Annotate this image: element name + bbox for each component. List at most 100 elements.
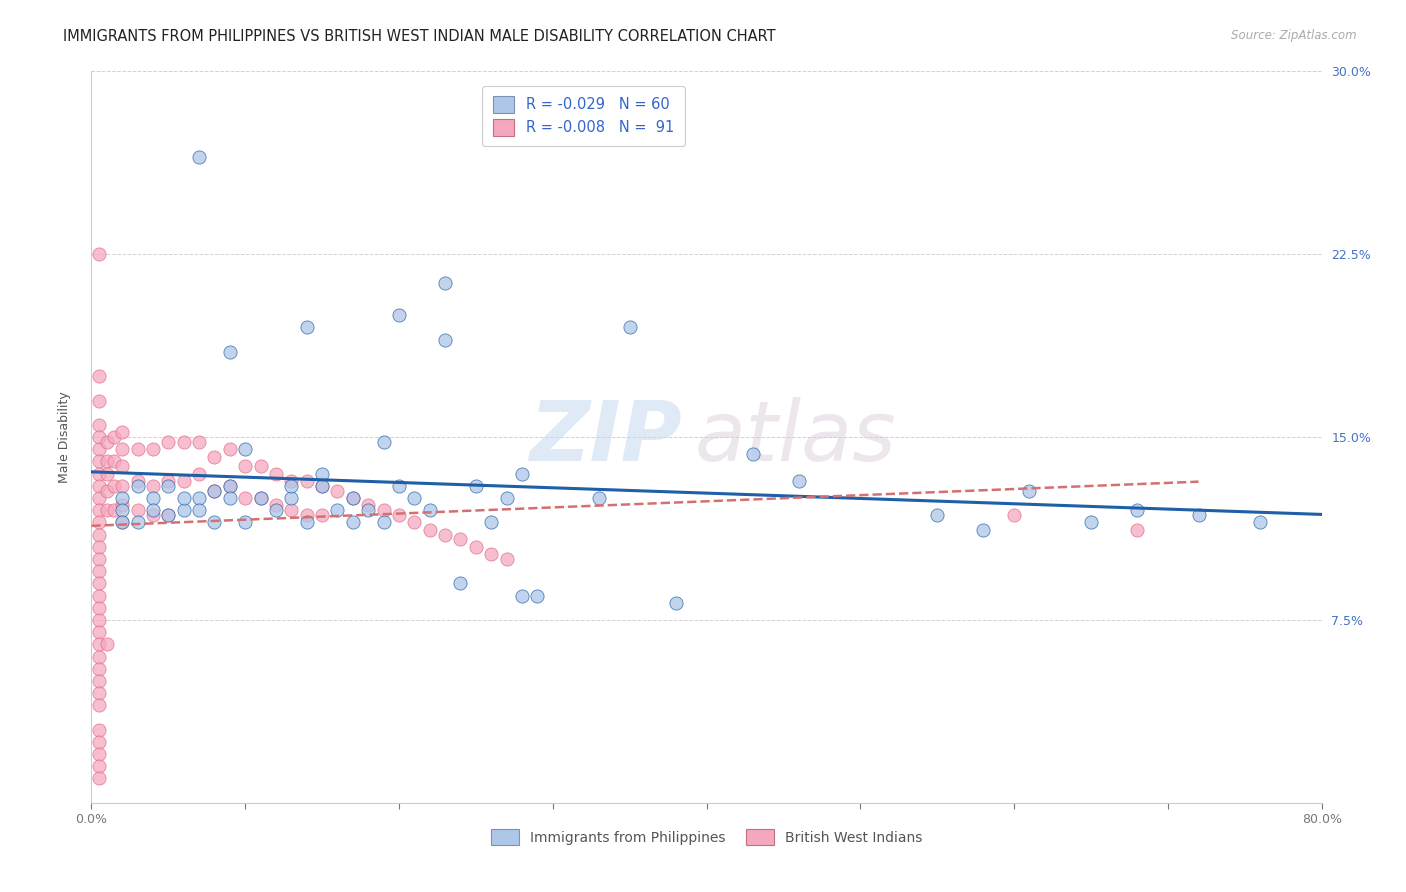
Point [264, 499, 287, 513]
Point [157, 479, 180, 493]
Point [87, 772, 110, 786]
Point [464, 540, 486, 554]
Point [1002, 508, 1025, 522]
Point [87, 467, 110, 481]
Point [373, 503, 395, 517]
Point [357, 503, 380, 517]
Point [103, 503, 125, 517]
Point [741, 447, 763, 461]
Point [295, 320, 318, 334]
Point [1187, 508, 1209, 522]
Point [972, 523, 994, 537]
Point [87, 589, 110, 603]
Point [373, 516, 395, 530]
Point [87, 393, 110, 408]
Point [665, 596, 688, 610]
Point [218, 491, 240, 505]
Point [342, 516, 364, 530]
Point [1249, 516, 1271, 530]
Point [280, 491, 302, 505]
Point [202, 516, 225, 530]
Point [157, 434, 180, 449]
Point [218, 479, 240, 493]
Point [127, 516, 149, 530]
Point [111, 516, 134, 530]
Point [127, 503, 149, 517]
Point [434, 333, 457, 347]
Text: IMMIGRANTS FROM PHILIPPINES VS BRITISH WEST INDIAN MALE DISABILITY CORRELATION C: IMMIGRANTS FROM PHILIPPINES VS BRITISH W… [63, 29, 776, 44]
Point [87, 491, 110, 505]
Point [87, 564, 110, 578]
Point [326, 503, 349, 517]
Point [264, 467, 287, 481]
Point [188, 467, 211, 481]
Point [87, 516, 110, 530]
Point [87, 503, 110, 517]
Point [295, 508, 318, 522]
Point [434, 527, 457, 541]
Point [233, 516, 256, 530]
Point [249, 491, 271, 505]
Point [404, 491, 426, 505]
Point [87, 369, 110, 384]
Point [218, 479, 240, 493]
Point [142, 508, 165, 522]
Point [388, 479, 411, 493]
Point [233, 442, 256, 457]
Text: Source: ZipAtlas.com: Source: ZipAtlas.com [1232, 29, 1357, 42]
Point [111, 479, 134, 493]
Point [96, 434, 118, 449]
Point [311, 479, 333, 493]
Point [173, 503, 195, 517]
Text: atlas: atlas [695, 397, 896, 477]
Point [526, 589, 548, 603]
Point [157, 508, 180, 522]
Point [1080, 516, 1102, 530]
Point [202, 450, 225, 464]
Point [87, 430, 110, 444]
Point [510, 589, 533, 603]
Point [87, 613, 110, 627]
Point [87, 723, 110, 737]
Point [87, 637, 110, 651]
Point [202, 483, 225, 498]
Point [495, 552, 517, 566]
Point [464, 479, 486, 493]
Point [249, 459, 271, 474]
Point [388, 308, 411, 322]
Point [87, 686, 110, 700]
Point [342, 491, 364, 505]
Point [311, 467, 333, 481]
Point [87, 527, 110, 541]
Point [588, 491, 610, 505]
Point [342, 491, 364, 505]
Point [87, 576, 110, 591]
Point [87, 649, 110, 664]
Point [87, 662, 110, 676]
Point [188, 434, 211, 449]
Point [111, 516, 134, 530]
Point [218, 442, 240, 457]
Point [96, 454, 118, 468]
Point [233, 459, 256, 474]
Point [1018, 483, 1040, 498]
Point [249, 491, 271, 505]
Point [173, 434, 195, 449]
Point [87, 417, 110, 432]
Point [96, 637, 118, 651]
Point [495, 491, 517, 505]
Point [510, 467, 533, 481]
Point [1126, 523, 1149, 537]
Point [404, 516, 426, 530]
Point [127, 474, 149, 488]
Point [127, 479, 149, 493]
Point [157, 474, 180, 488]
Point [87, 735, 110, 749]
Point [295, 474, 318, 488]
Point [87, 673, 110, 688]
Point [218, 344, 240, 359]
Point [188, 503, 211, 517]
Point [87, 552, 110, 566]
Point [280, 479, 302, 493]
Point [87, 479, 110, 493]
